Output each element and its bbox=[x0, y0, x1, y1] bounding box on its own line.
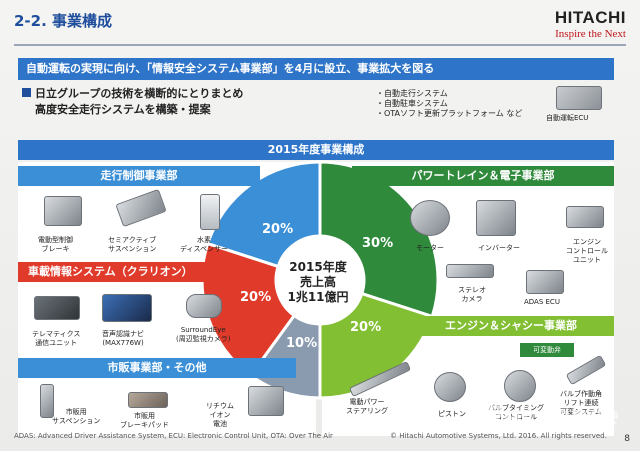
variable-valve-tag: 可変動弁 bbox=[520, 343, 574, 357]
battery-image bbox=[248, 386, 284, 416]
revenue-center-label: 2015年度 売上高 1兆11億円 bbox=[276, 260, 360, 305]
aftermarket-header: 市販事業部・その他 bbox=[18, 358, 296, 378]
copyright: © Hitachi Automotive Systems, Ltd. 2016.… bbox=[390, 432, 607, 440]
product-caption: エンジン コントロール ユニット bbox=[566, 238, 608, 264]
sub-item: ・自動駐車システム bbox=[376, 99, 448, 108]
info-system-header: 車載情報システム（クラリオン） bbox=[18, 262, 218, 282]
camera-image bbox=[186, 294, 222, 318]
logo-name: HITACHI bbox=[554, 8, 626, 27]
piston-image bbox=[434, 372, 466, 402]
page-number: 8 bbox=[624, 434, 630, 444]
product-caption: 電動型制御 ブレーキ bbox=[38, 236, 73, 253]
sub-item: ・自動走行システム bbox=[376, 89, 448, 98]
product-caption: 市販用 ブレーキパッド bbox=[120, 412, 169, 429]
inverter-image bbox=[476, 200, 516, 236]
watermark: Response bbox=[482, 400, 619, 433]
drive-pct: 20% bbox=[262, 222, 294, 237]
slide-title: 2-2. 事業構成 bbox=[14, 12, 113, 30]
valve-timing-image bbox=[504, 370, 536, 402]
product-caption: 電動パワー ステアリング bbox=[346, 398, 388, 415]
product-caption: SurroundEye (周辺監視カメラ) bbox=[176, 326, 231, 343]
hitachi-logo: HITACHI Inspire the Next bbox=[555, 8, 626, 40]
navigation-image bbox=[102, 294, 152, 322]
aftermarket-suspension-image bbox=[40, 384, 54, 418]
center-line-3: 1兆11億円 bbox=[287, 290, 349, 304]
product-caption: リチウム イオン 電池 bbox=[206, 402, 234, 428]
ecu-image bbox=[556, 86, 602, 110]
adas-ecu-image bbox=[526, 270, 564, 294]
product-caption: ピストン bbox=[438, 410, 466, 418]
center-line-2: 売上高 bbox=[299, 275, 336, 289]
center-line-1: 2015年度 bbox=[289, 260, 347, 274]
product-caption: 水素 ディスペンサー bbox=[180, 236, 229, 253]
footer-abbreviations: ADAS: Advanced Driver Assistance System,… bbox=[14, 432, 333, 440]
year-title-bar: 2015年度事業構成 bbox=[18, 140, 614, 160]
engine-chassis-header: エンジン＆シャシー事業部 bbox=[408, 316, 614, 336]
product-caption: バルブ作動角 リフト連続 可変システム bbox=[560, 390, 602, 416]
bullet-line-2: 高度安全走行システムを構築・提案 bbox=[35, 103, 211, 116]
info-pct: 20% bbox=[240, 290, 272, 305]
product-caption: セミアクティブ サスペンション bbox=[108, 236, 157, 253]
telematics-image bbox=[34, 296, 80, 320]
stereo-camera-image bbox=[446, 264, 494, 278]
power-pct: 30% bbox=[362, 236, 394, 251]
powertrain-header: パワートレイン＆電子事業部 bbox=[352, 166, 614, 186]
bullet-text: 日立グループの技術を横断的にとりまとめ 高度安全走行システムを構築・提案 bbox=[22, 86, 243, 118]
brake-pad-image bbox=[128, 392, 168, 408]
headline-banner: 自動運転の実現に向け、「情報安全システム事業部」を4月に設立、事業拡大を図る bbox=[18, 58, 614, 80]
product-caption: 音声認識ナビ (MAX776W) bbox=[102, 330, 144, 347]
product-caption: バルブタイミング コントロール bbox=[488, 404, 544, 421]
logo-tagline: Inspire the Next bbox=[555, 28, 626, 40]
product-caption: ステレオ カメラ bbox=[458, 286, 486, 303]
sub-item: ・OTAソフト更新プラットフォーム など bbox=[376, 109, 523, 118]
product-caption: テレマティクス 通信ユニット bbox=[32, 330, 81, 347]
sub-item-list: ・自動走行システム ・自動駐車システム ・OTAソフト更新プラットフォーム など bbox=[376, 89, 522, 119]
ecu-caption: 自動運転ECU bbox=[546, 114, 589, 122]
engine-ecu-image bbox=[566, 206, 604, 228]
bullet-square-icon bbox=[22, 88, 31, 97]
drive-control-header: 走行制御事業部 bbox=[18, 166, 260, 186]
motor-image bbox=[410, 200, 450, 236]
product-caption: インバーター bbox=[478, 244, 520, 252]
dispenser-image bbox=[200, 194, 220, 230]
brake-image bbox=[44, 196, 82, 226]
product-caption: 市販用 サスペンション bbox=[52, 408, 101, 425]
title-divider bbox=[14, 44, 626, 46]
bullet-line-1: 日立グループの技術を横断的にとりまとめ bbox=[35, 87, 244, 100]
pie-center-hole bbox=[276, 236, 364, 324]
product-caption: ADAS ECU bbox=[524, 298, 560, 306]
market-pct: 10% bbox=[286, 336, 318, 351]
engine-pct: 20% bbox=[350, 320, 382, 335]
product-caption: モーター bbox=[416, 244, 444, 252]
